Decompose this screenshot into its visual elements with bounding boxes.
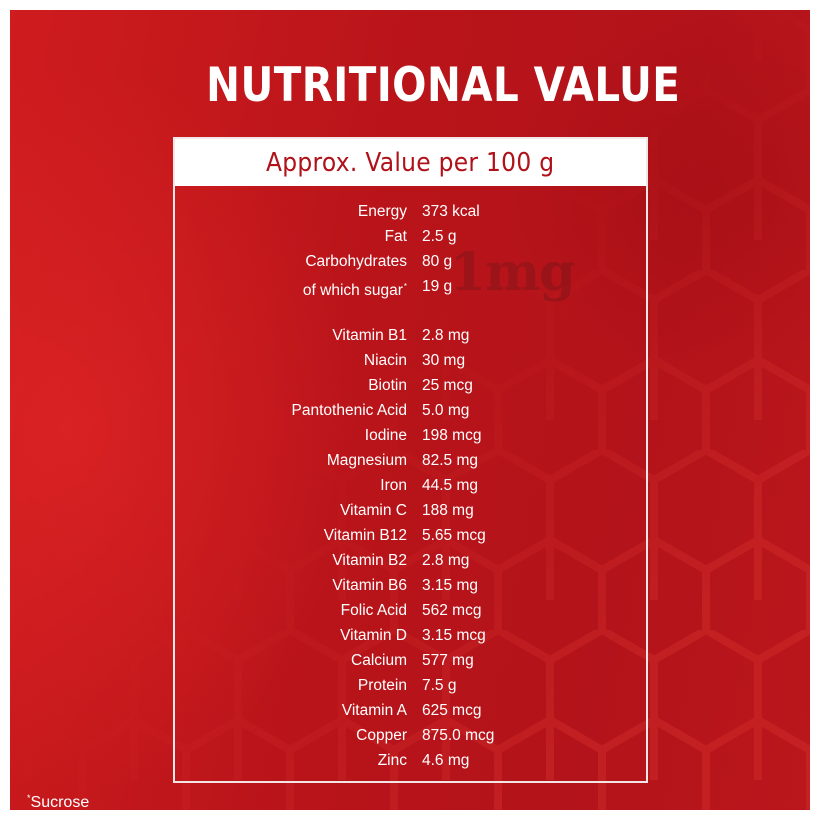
- footnote-marker: *: [403, 282, 407, 291]
- row-value: 188 mg: [422, 502, 474, 519]
- table-row: Pantothenic Acid 5.0 mg: [175, 398, 646, 423]
- row-label: Vitamin C: [340, 502, 407, 519]
- table-row: Iron 44.5 mg: [175, 473, 646, 498]
- row-label: Biotin: [368, 377, 407, 394]
- row-value: 3.15 mcg: [422, 627, 486, 644]
- table-row: Vitamin D 3.15 mcg: [175, 623, 646, 648]
- table-row: Iodine 198 mcg: [175, 423, 646, 448]
- row-label: Iron: [380, 477, 407, 494]
- row-value: 4.6 mg: [422, 752, 470, 769]
- row-value: 30 mg: [422, 352, 466, 369]
- row-value: 25 mcg: [422, 377, 473, 394]
- row-label: Energy: [357, 203, 407, 220]
- row-value: 7.5 g: [422, 677, 457, 694]
- row-value: 2.8 mg: [422, 552, 470, 569]
- row-label: Niacin: [363, 352, 407, 369]
- row-value: 80 g: [422, 253, 453, 270]
- row-value: 82.5 mg: [422, 452, 479, 469]
- row-label: Zinc: [377, 752, 407, 769]
- table-row: Fat 2.5 g: [175, 224, 646, 249]
- table-row: Vitamin A 625 mcg: [175, 698, 646, 723]
- table-row: Carbohydrates 80 g: [175, 249, 646, 274]
- row-label-text: of which sugar: [302, 282, 403, 299]
- row-label: Vitamin B12: [323, 527, 407, 544]
- table-row: Niacin 30 mg: [175, 348, 646, 373]
- row-value: 198 mcg: [422, 427, 482, 444]
- table-row: Magnesium 82.5 mg: [175, 448, 646, 473]
- row-label: Calcium: [351, 652, 407, 669]
- row-label: Folic Acid: [340, 602, 407, 619]
- row-label: Protein: [357, 677, 407, 694]
- page-title: NUTRITIONAL VALUE: [206, 58, 681, 113]
- table-row: of which sugar* 19 g: [175, 274, 646, 299]
- table-row: Energy 373 kcal: [175, 199, 646, 224]
- row-label: Carbohydrates: [305, 253, 407, 270]
- row-value: 875.0 mcg: [422, 727, 495, 744]
- row-value: 5.0 mg: [422, 402, 470, 419]
- row-value: 2.8 mg: [422, 327, 470, 344]
- table-row: Vitamin B12 5.65 mcg: [175, 523, 646, 548]
- row-label: Vitamin B1: [332, 327, 407, 344]
- table-row: Vitamin B1 2.8 mg: [175, 323, 646, 348]
- nutrition-rows: Energy 373 kcal Fat 2.5 g Carbohydrates 80 …: [175, 199, 646, 773]
- row-value: 562 mcg: [422, 602, 482, 619]
- row-label: of which sugar*: [303, 274, 407, 303]
- row-label: Iodine: [364, 427, 407, 444]
- table-header: Approx. Value per 100 g: [175, 139, 646, 186]
- row-value: 44.5 mg: [422, 477, 479, 494]
- footnote: *Sucrose: [27, 793, 89, 810]
- row-label: Copper: [356, 727, 407, 744]
- row-spacer: [175, 299, 646, 323]
- row-label: Fat: [384, 228, 407, 245]
- watermark-logo: 1mg: [450, 242, 576, 303]
- row-label: Vitamin B6: [332, 577, 407, 594]
- nutrition-panel: NUTRITIONAL VALUE Approx. Value per 100 …: [10, 10, 810, 810]
- row-value: 5.65 mcg: [422, 527, 486, 544]
- table-row: Protein 7.5 g: [175, 673, 646, 698]
- table-row: Vitamin B2 2.8 mg: [175, 548, 646, 573]
- row-value: 373 kcal: [422, 203, 480, 220]
- row-label: Pantothenic Acid: [291, 402, 407, 419]
- table-row: Copper 875.0 mcg: [175, 723, 646, 748]
- row-label: Magnesium: [326, 452, 407, 469]
- table-row: Zinc 4.6 mg: [175, 748, 646, 773]
- row-label: Vitamin A: [341, 702, 407, 719]
- table-row: Vitamin C 188 mg: [175, 498, 646, 523]
- footnote-marker: *: [27, 793, 31, 803]
- footnote-text: Sucrose: [30, 794, 90, 810]
- row-value: 19 g: [422, 278, 453, 295]
- row-value: 2.5 g: [422, 228, 457, 245]
- row-value: 625 mcg: [422, 702, 482, 719]
- row-label: Vitamin D: [340, 627, 407, 644]
- row-label: Vitamin B2: [332, 552, 407, 569]
- nutrition-table: Approx. Value per 100 g Energy 373 kcal F…: [173, 137, 648, 783]
- table-row: Folic Acid 562 mcg: [175, 598, 646, 623]
- table-row: Vitamin B6 3.15 mg: [175, 573, 646, 598]
- table-header-label: Approx. Value per 100 g: [266, 147, 555, 178]
- row-value: 3.15 mg: [422, 577, 479, 594]
- table-row: Biotin 25 mcg: [175, 373, 646, 398]
- row-value: 577 mg: [422, 652, 474, 669]
- table-row: Calcium 577 mg: [175, 648, 646, 673]
